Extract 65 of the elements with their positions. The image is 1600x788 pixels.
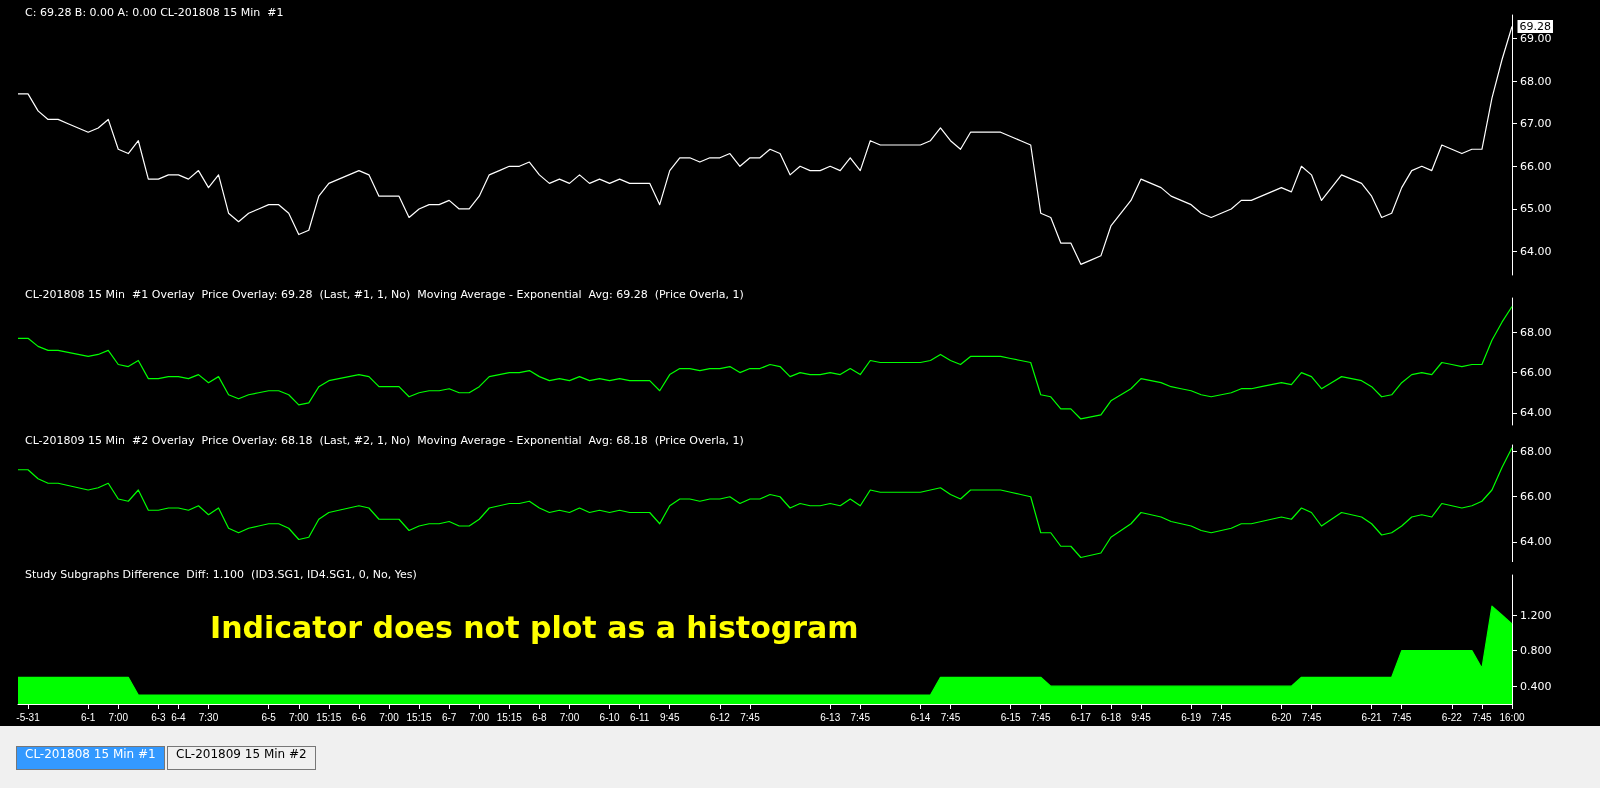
y-tick-label: 66.00 <box>1520 490 1552 504</box>
y-tick-label: 68.00 <box>1520 445 1552 459</box>
x-tick-label: 6-8 <box>532 711 548 723</box>
x-tick-label: 7:45 <box>850 711 871 723</box>
x-tick-label: 15:15 <box>496 711 523 723</box>
x-tick-label: 6-7 <box>441 711 457 723</box>
x-tick-label: 6-17 <box>1070 711 1092 723</box>
y-tick-label: 1.200 <box>1520 608 1552 622</box>
x-tick-label: 6-18 <box>1100 711 1122 723</box>
x-tick-label: 7:45 <box>1472 711 1493 723</box>
x-tick-label: 6-4 <box>171 711 187 723</box>
line-series <box>17 447 1513 559</box>
x-tick-label: 6-21 <box>1361 711 1383 723</box>
x-tick-label: 6-12 <box>709 711 731 723</box>
x-tick-label: 7:45 <box>1391 711 1412 723</box>
chart-title: Study Subgraphs Difference Diff: 1.100 (ID3.SG1, ID4.SG1, 0, No, Yes) <box>25 568 417 581</box>
y-tick-label: 66.00 <box>1520 159 1552 173</box>
text: CL-201808 15 Min #1 <box>16 746 165 770</box>
x-tick-label: 6-5 <box>261 711 277 723</box>
x-tick-label: 7:00 <box>559 711 580 723</box>
x-tick-label: 6-22 <box>1441 711 1463 723</box>
x-tick-label: 6-6 <box>351 711 367 723</box>
x-tick-label: 6-10 <box>599 711 621 723</box>
y-tick-label: 0.800 <box>1520 644 1552 658</box>
x-tick-label: 9:45 <box>1131 711 1152 723</box>
x-tick-label: 6-1 <box>80 711 96 723</box>
x-tick-label: 7:45 <box>1211 711 1232 723</box>
y-tick-label: 0.400 <box>1520 679 1552 693</box>
y-tick-label: 64.00 <box>1520 245 1552 259</box>
annotation: Indicator does not plot as a histogram <box>210 609 859 645</box>
y-tick-label: 68.00 <box>1520 325 1552 339</box>
y-tick-label: 67.00 <box>1520 117 1552 131</box>
x-tick-label: 6-3 <box>151 711 167 723</box>
x-tick-label: 6-20 <box>1271 711 1292 723</box>
x-tick-label: 7:45 <box>940 711 961 723</box>
x-tick-label: 7:45 <box>1301 711 1322 723</box>
line-series <box>17 305 1513 420</box>
x-tick-label: 6-11 <box>630 711 650 723</box>
chart-title: CL-201809 15 Min #2 Overlay Price Overlay: 68.18 (Last, #2, 1, No) Moving Average - Exponential Avg: 68.18 (Price Overla, 1) <box>25 434 744 447</box>
text: CL-201809 15 Min #2 <box>167 746 316 770</box>
y-tick-label: 69.00 <box>1520 31 1552 45</box>
x-tick-label: 7:45 <box>1031 711 1051 723</box>
y-tick-label: 68.00 <box>1520 74 1552 88</box>
x-tick-label: 7:45 <box>740 711 761 723</box>
x-tick-label: 15:15 <box>406 711 433 723</box>
x-tick-label: 15:15 <box>316 711 342 723</box>
y-tick-label: 64.00 <box>1520 535 1552 549</box>
y-tick-label: 64.00 <box>1520 406 1552 420</box>
chart-title: C: 69.28 B: 0.00 A: 0.00 CL-201808 15 Min #1 <box>25 6 284 19</box>
x-tick-label: 6-14 <box>910 711 931 723</box>
x-tick-label: 6-19 <box>1181 711 1202 723</box>
x-tick-label: 9:45 <box>660 711 680 723</box>
x-tick-label: 7:00 <box>289 711 309 723</box>
annotation: 69.28 <box>1519 20 1551 34</box>
x-tick-label: 6-15 <box>1000 711 1022 723</box>
x-tick-label: -5-31 <box>16 711 41 723</box>
x-tick-label: 7:00 <box>469 711 490 723</box>
y-tick-label: 66.00 <box>1520 366 1552 380</box>
x-tick-label: 7:30 <box>198 711 219 723</box>
x-tick-label: 6-13 <box>820 711 841 723</box>
x-tick-label: 16:00 <box>1499 711 1525 723</box>
x-tick-label: 7:00 <box>108 711 129 723</box>
chart-title: CL-201808 15 Min #1 Overlay Price Overlay: 69.28 (Last, #1, 1, No) Moving Average - Exponential Avg: 69.28 (Price Overla, 1) <box>25 288 744 301</box>
x-tick-label: 7:00 <box>379 711 400 723</box>
y-tick-label: 65.00 <box>1520 202 1552 216</box>
